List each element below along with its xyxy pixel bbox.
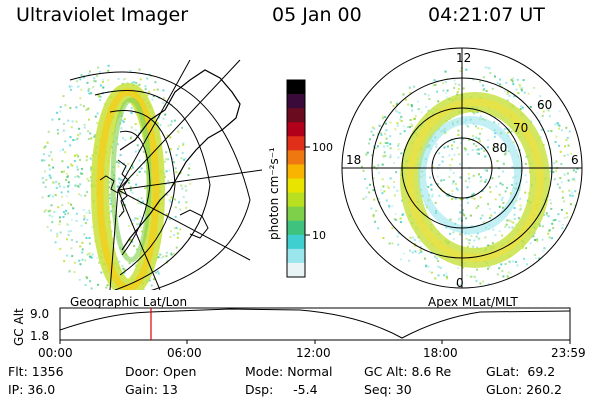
header-date: 05 Jan 00 [272,4,362,26]
app-title: Ultraviolet Imager [16,4,189,26]
colorbar-strip [287,122,305,137]
colorbar-strip [287,192,305,208]
colorbar-unit-label: photon cm⁻²s⁻¹ [267,147,281,240]
status-glon: GLon: 260.2 [486,382,562,397]
left-panel-caption: Geographic Lat/Lon [70,295,188,309]
lat-label-80: 80 [492,141,507,155]
alt-ylabel: GC Alt [12,308,26,346]
alt-ytick-1.8: 1.8 [30,329,49,343]
colorbar-strip [287,220,305,236]
xtick-1800: 18:00 [423,346,458,360]
polar-aurora [360,66,580,287]
mlt-label-12: 12 [456,51,471,65]
lat-label-60: 60 [537,98,552,112]
colorbar-tick-100: 100 [312,141,333,154]
status-glat: GLat: 69.2 [486,364,556,379]
xtick-0000: 00:00 [38,346,73,360]
xtick-1200: 12:00 [296,346,331,360]
status-dsp: Dsp: -5.4 [245,382,318,397]
colorbar-strip [287,136,305,151]
xtick-2359: 23:59 [551,346,586,360]
status-flt: Flt: 1356 [8,364,64,379]
status-ip: IP: 36.0 [8,382,56,397]
xtick-0600: 06:00 [167,346,202,360]
colorbar-strip [287,178,305,194]
mlt-label-6: 6 [571,153,579,167]
colorbar-strip [287,164,305,179]
status-door: Door: Open [125,364,197,379]
alt-ytick-9: 9.0 [30,307,49,321]
colorbar-strip [287,248,305,264]
right-panel-caption: Apex MLat/MLT [428,295,518,309]
status-mode: Mode: Normal [245,364,333,379]
colorbar-strip [287,262,305,278]
lat-label-70: 70 [513,121,528,135]
colorbar-strip [287,150,305,165]
status-seq: Seq: 30 [364,382,412,397]
colorbar-strip [287,94,305,109]
mlt-label-18: 18 [346,153,361,167]
mlt-label-0: 0 [456,276,464,290]
status-gc-alt: GC Alt: 8.6 Re [364,364,452,379]
colorbar-strip [287,206,305,222]
header-time: 04:21:07 UT [428,4,545,26]
colorbar-strip [287,108,305,123]
colorbar-strip [287,234,305,250]
geographic-map [41,59,263,290]
colorbar-tick-10: 10 [312,229,326,242]
colorbar-strip [287,80,305,95]
status-gain: Gain: 13 [125,382,178,397]
